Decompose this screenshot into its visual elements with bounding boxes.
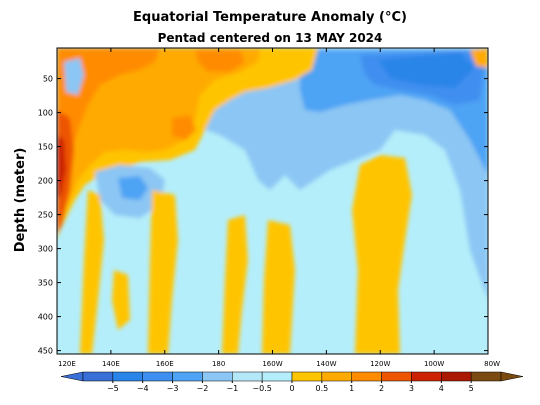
- warm-column-2: [148, 190, 178, 354]
- colorbar-swatch: [381, 371, 412, 382]
- colorbar-swatch: [82, 371, 114, 382]
- colorbar-label: 3: [409, 384, 414, 393]
- colorbar-label: 2: [379, 384, 384, 393]
- heatmap-field: [57, 48, 488, 354]
- colorbar: −5 −4 −3 −2 −1 −0.5 0 0.5 1 2 3 4 5: [60, 371, 524, 393]
- y-tick-label: 450: [38, 347, 53, 356]
- y-tick-label: 150: [38, 143, 53, 152]
- colorbar-label: −5: [107, 384, 119, 393]
- colorbar-label: −2: [197, 384, 209, 393]
- chart-subtitle: Pentad centered on 13 MAY 2024: [158, 31, 383, 45]
- colorbar-swatch: [351, 371, 382, 382]
- warm-region-strong: [57, 48, 160, 190]
- y-tick-label: 250: [38, 211, 53, 220]
- y-axis-ticks: 50 100 150 200 250 300 350 400 450: [38, 75, 488, 356]
- colorbar-swatch: [470, 371, 502, 382]
- x-tick-label: 120W: [370, 360, 390, 368]
- warm-column-6: [112, 270, 130, 330]
- colorbar-swatch: [202, 371, 233, 382]
- colorbar-label: −3: [167, 384, 179, 393]
- x-tick-label: 80W: [484, 360, 500, 368]
- colorbar-label: 0: [289, 384, 294, 393]
- colorbar-label: −1: [226, 384, 238, 393]
- colorbar-swatch: [441, 371, 472, 382]
- colorbar-swatch: [142, 371, 173, 382]
- warm-column-5: [352, 155, 412, 354]
- warm-region-medium: [57, 48, 260, 215]
- colorbar-label: −0.5: [252, 384, 271, 393]
- warm-column-4: [262, 220, 295, 354]
- chart-title: Equatorial Temperature Anomaly (°C): [133, 10, 407, 25]
- x-tick-label: 140W: [316, 360, 336, 368]
- colorbar-label: 4: [439, 384, 444, 393]
- cold-region-light: [175, 48, 488, 300]
- y-tick-label: 400: [38, 313, 53, 322]
- colorbar-under-triangle: [60, 371, 84, 382]
- y-tick-label: 200: [38, 177, 53, 186]
- y-tick-label: 50: [43, 75, 53, 84]
- y-tick-label: 100: [38, 109, 53, 118]
- y-tick-label: 300: [38, 245, 53, 254]
- warm-column-3: [222, 215, 248, 354]
- colorbar-swatch: [261, 371, 293, 382]
- y-axis-label: Depth (meter): [13, 148, 28, 253]
- colorbar-swatch: [291, 371, 323, 382]
- x-tick-label: 100W: [424, 360, 444, 368]
- x-tick-label: 180: [212, 360, 225, 368]
- x-tick-label: 160E: [156, 360, 174, 368]
- y-tick-label: 350: [38, 279, 53, 288]
- colorbar-label: 1: [349, 384, 354, 393]
- cold-pocket-west-core: [118, 176, 148, 200]
- warm-column-1: [80, 190, 104, 354]
- cold-pocket-surface: [64, 58, 84, 95]
- cold-core: [378, 52, 475, 88]
- colorbar-swatch: [232, 371, 263, 382]
- warm-patch-subsurface: [172, 115, 196, 140]
- warm-core-max: [57, 135, 66, 200]
- colorbar-label: 0.5: [315, 384, 328, 393]
- x-tick-label: 160W: [262, 360, 282, 368]
- colorbar-swatch: [172, 371, 203, 382]
- colorbar-label: −4: [137, 384, 149, 393]
- colorbar-swatch: [112, 371, 143, 382]
- warm-patch-east: [470, 48, 488, 68]
- x-axis-ticks: 120E 140E 160E 180 160W 140W 120W 100W 80W: [56, 48, 500, 368]
- colorbar-label: 5: [469, 384, 474, 393]
- colorbar-over-triangle: [500, 371, 524, 382]
- x-tick-label: 140E: [102, 360, 120, 368]
- colorbar-swatch: [411, 371, 442, 382]
- colorbar-swatch: [321, 371, 352, 382]
- warm-patch-surface: [195, 50, 245, 72]
- x-tick-label: 120E: [58, 360, 76, 368]
